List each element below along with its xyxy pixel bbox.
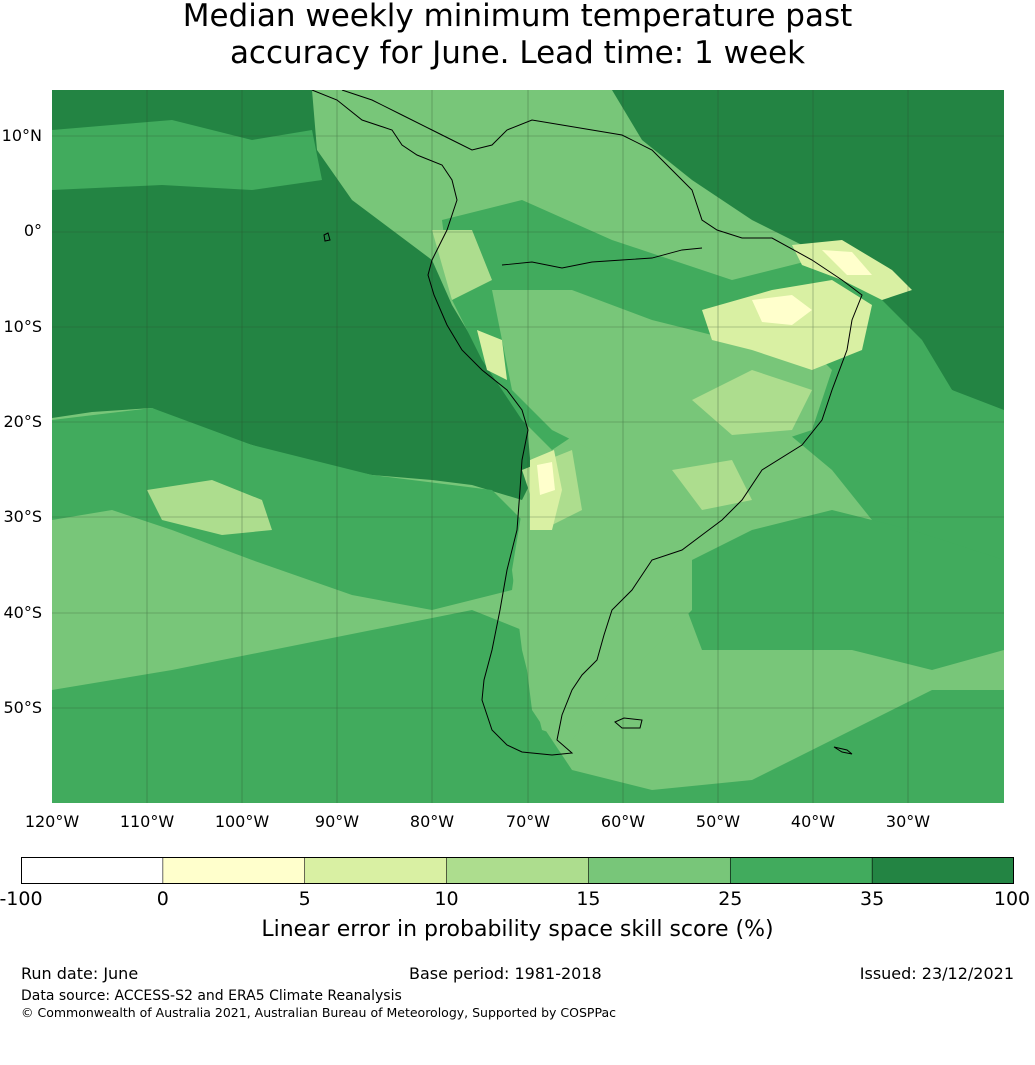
- lat-label-10n: 10°N: [1, 126, 42, 145]
- patch-10-15-a: [147, 480, 272, 535]
- lat-label-10s: 10°S: [3, 317, 42, 336]
- skill-score-map: [52, 90, 1004, 803]
- patch-10-15-d: [672, 460, 752, 510]
- patch-5-10-brazil: [702, 280, 872, 370]
- lat-label-40s: 40°S: [3, 603, 42, 622]
- south-america-coastline: [311, 90, 863, 756]
- colorbar-swatch-1: [162, 857, 306, 884]
- lon-label-50w: 50°W: [695, 812, 741, 831]
- patch-5-10-peru: [477, 330, 507, 380]
- patch-10-15-c: [432, 230, 492, 300]
- colorbar-swatch-4: [588, 857, 732, 884]
- amazon-river: [501, 247, 703, 269]
- lat-label-30s: 30°S: [3, 507, 42, 526]
- south-pacific-band-25-35: [52, 408, 522, 610]
- map-canvas: [52, 90, 1004, 803]
- patch-0-5-brazil: [752, 295, 812, 325]
- south-georgia: [833, 746, 853, 755]
- colorbar-swatch-0: [21, 857, 164, 884]
- run-date: Run date: June: [21, 964, 139, 983]
- patch-10-15-b: [692, 370, 812, 435]
- patch-0-5-andes: [537, 462, 555, 495]
- colorbar-tick-1: 0: [156, 888, 169, 910]
- colorbar-tick-7: 100: [993, 888, 1031, 910]
- lon-label-80w: 80°W: [409, 812, 455, 831]
- colorbar-tick-5: 25: [718, 888, 743, 910]
- colorbar-swatch-2: [304, 857, 448, 884]
- base-period: Base period: 1981-2018: [409, 964, 602, 983]
- colorbar-swatch-5: [729, 857, 873, 884]
- copyright: © Commonwealth of Australia 2021, Austra…: [21, 1005, 616, 1020]
- lon-label-120w: 120°W: [24, 812, 80, 831]
- lon-label-60w: 60°W: [600, 812, 646, 831]
- colorbar-tick-0: -100: [0, 888, 43, 910]
- graticule: [52, 90, 1004, 803]
- south-atlantic-band-25-35: [672, 510, 1004, 670]
- issued-date: Issued: 23/12/2021: [859, 964, 1014, 983]
- lat-label-20s: 20°S: [3, 412, 42, 431]
- lon-label-70w: 70°W: [505, 812, 551, 831]
- colorbar-tick-3: 10: [434, 888, 459, 910]
- pacific-dark-region: [52, 90, 532, 500]
- colorbar: [21, 857, 1014, 884]
- lon-label-100w: 100°W: [214, 812, 270, 831]
- lon-label-110w: 110°W: [119, 812, 175, 831]
- lat-label-50s: 50°S: [3, 698, 42, 717]
- map-title-line-1: Median weekly minimum temperature past: [182, 0, 853, 34]
- data-source: Data source: ACCESS-S2 and ERA5 Climate …: [21, 988, 402, 1004]
- falkland-islands: [614, 717, 643, 729]
- colorbar-swatch-3: [446, 857, 590, 884]
- lon-label-40w: 40°W: [790, 812, 836, 831]
- galapagos-islands: [323, 232, 331, 242]
- lon-label-30w: 30°W: [885, 812, 931, 831]
- colorbar-tick-2: 5: [298, 888, 311, 910]
- colorbar-label: Linear error in probability space skill …: [261, 917, 774, 942]
- lat-label-0: 0°: [23, 221, 42, 240]
- lon-label-90w: 90°W: [314, 812, 360, 831]
- map-title-line-2: accuracy for June. Lead time: 1 week: [229, 35, 806, 71]
- colorbar-swatch-6: [871, 857, 1014, 884]
- map-title: Median weekly minimum temperature past a…: [0, 0, 1035, 72]
- patch-0-5-coast: [822, 250, 872, 275]
- colorbar-tick-4: 15: [576, 888, 601, 910]
- colorbar-tick-6: 35: [860, 888, 885, 910]
- north-band-25-35: [52, 120, 322, 190]
